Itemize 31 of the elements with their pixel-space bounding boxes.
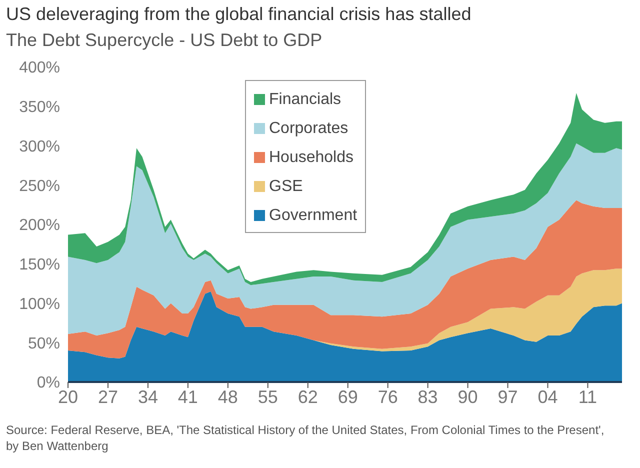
- x-tick-label: 41: [178, 386, 198, 407]
- legend-label: Households: [269, 148, 354, 166]
- x-tick-label: 11: [578, 386, 598, 407]
- y-tick-label: 300%: [19, 138, 60, 156]
- chart-subtitle: The Debt Supercycle - US Debt to GDP: [6, 30, 322, 51]
- y-tick-label: 250%: [19, 178, 60, 195]
- legend-label: Corporates: [269, 120, 348, 138]
- y-tick-label: 400%: [19, 60, 60, 77]
- y-tick-label: 200%: [19, 217, 60, 234]
- x-tick-label: 55: [258, 386, 278, 407]
- x-tick-label: 76: [378, 386, 398, 407]
- y-tick-label: 150%: [19, 256, 60, 274]
- x-tick-label: 04: [538, 386, 558, 407]
- y-tick-label: 0%: [36, 374, 60, 392]
- legend-label: Government: [269, 206, 358, 224]
- y-tick-label: 50%: [28, 335, 60, 352]
- x-tick-label: 34: [138, 386, 158, 407]
- source-note: Source: Federal Reserve, BEA, 'The Statistical History of the United States, From Colonial Times to the Present', by Ben Wattenberg: [6, 422, 606, 454]
- x-tick-label: 20: [58, 386, 78, 407]
- y-tick-label: 350%: [19, 99, 60, 116]
- x-tick-label: 69: [338, 386, 358, 407]
- x-tick-label: 83: [418, 386, 438, 407]
- x-tick-label: 27: [98, 386, 118, 407]
- x-tick-label: 62: [298, 386, 318, 407]
- legend-label: GSE: [269, 178, 303, 196]
- x-tick-label: 48: [218, 386, 238, 407]
- x-tick-label: 97: [498, 386, 518, 407]
- legend-label: Financials: [269, 90, 342, 108]
- chart-title: US deleveraging from the global financial crisis has stalled: [6, 4, 472, 25]
- y-tick-label: 100%: [19, 296, 60, 313]
- x-tick-label: 90: [458, 386, 478, 407]
